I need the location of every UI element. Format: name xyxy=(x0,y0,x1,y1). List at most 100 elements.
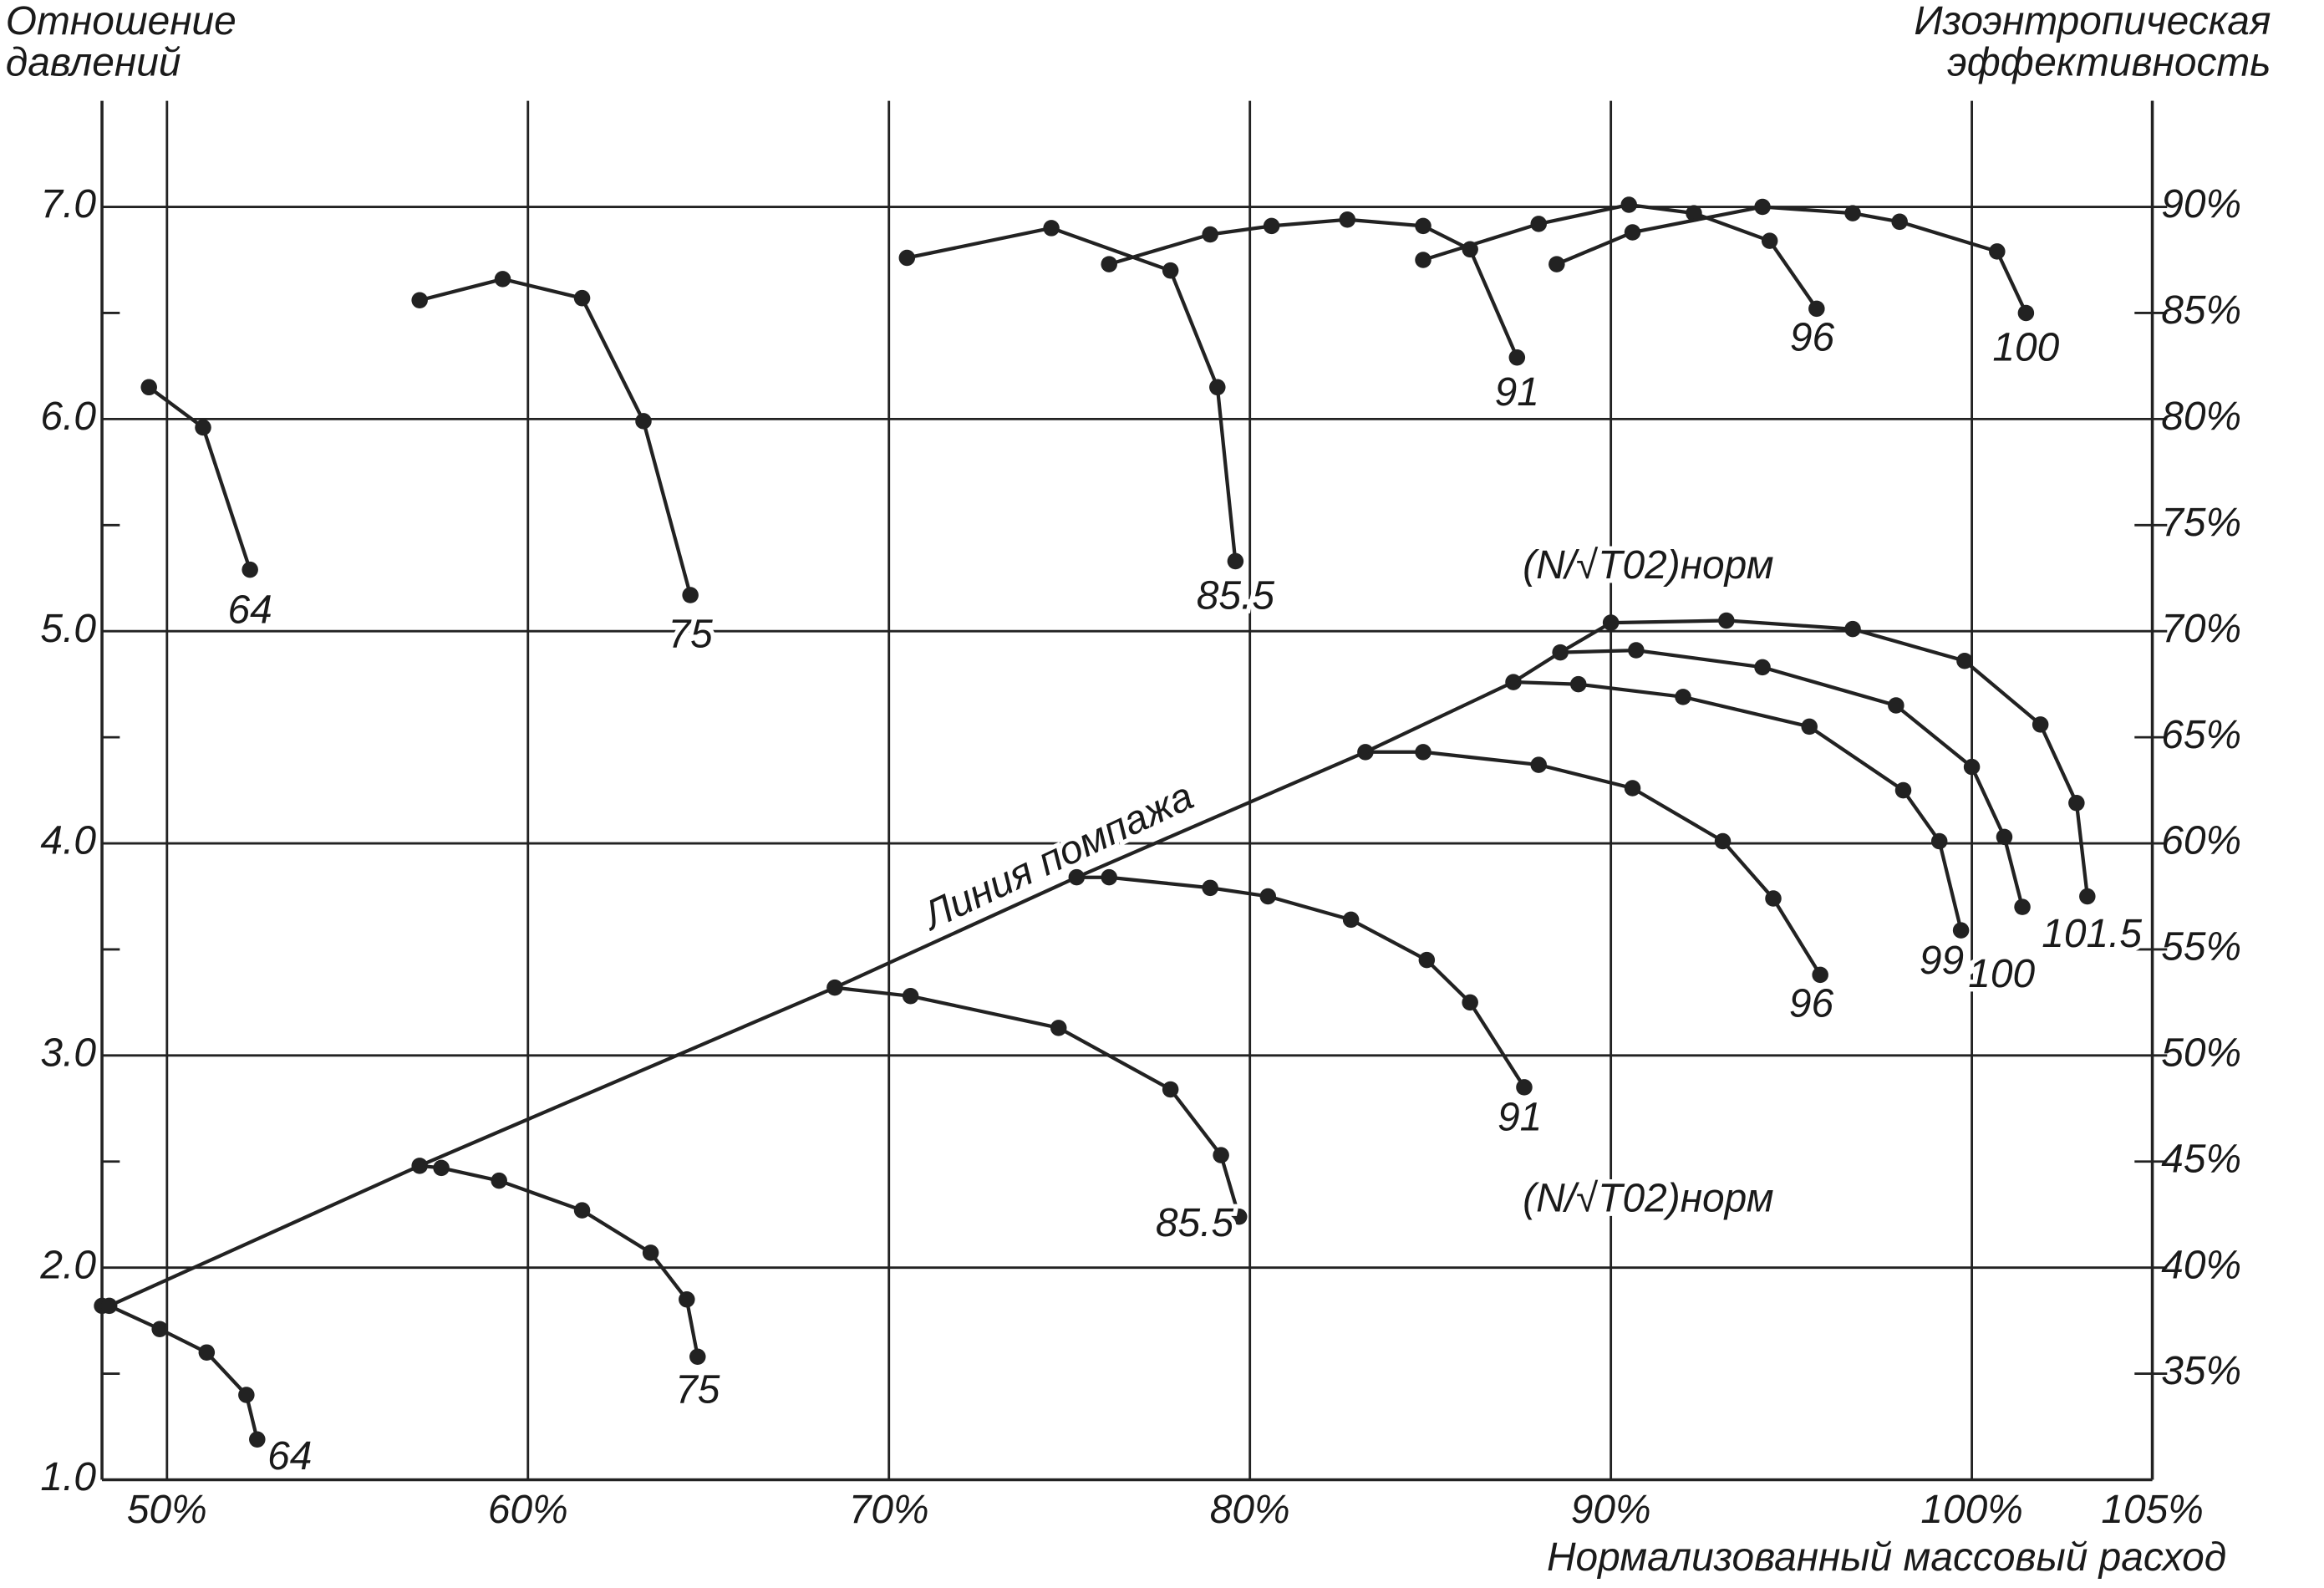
y-tick-label: 7.0 xyxy=(40,182,96,226)
data-point xyxy=(902,988,919,1005)
data-point xyxy=(573,289,591,307)
data-point xyxy=(494,271,511,288)
y2-tick-label: 60% xyxy=(2161,819,2241,863)
data-point xyxy=(682,587,699,603)
data-point xyxy=(1963,758,1981,776)
data-point xyxy=(1801,718,1818,735)
y-tick-label: 4.0 xyxy=(40,819,96,863)
data-point xyxy=(1624,780,1641,797)
data-point xyxy=(2068,795,2085,812)
data-point xyxy=(1050,1020,1067,1036)
data-point xyxy=(1227,552,1244,570)
data-point xyxy=(1844,205,1861,221)
annotation: (N/√T02)норм xyxy=(1523,1177,1773,1221)
data-point xyxy=(1956,652,1973,669)
data-point xyxy=(1754,659,1771,676)
data-point xyxy=(2032,716,2049,733)
data-point xyxy=(1548,256,1565,272)
y2-tick-label: 65% xyxy=(2161,713,2241,757)
y2-tick-label: 35% xyxy=(2161,1349,2241,1393)
data-point xyxy=(1259,888,1277,905)
data-point xyxy=(1202,226,1218,243)
series-label: 75 xyxy=(675,1368,720,1412)
y2-tick-label: 50% xyxy=(2161,1031,2241,1076)
annotation: (N/√T02)норм xyxy=(1523,543,1773,588)
data-point xyxy=(1101,868,1117,886)
data-point xyxy=(1202,879,1218,897)
data-point xyxy=(2014,898,2031,915)
data-point xyxy=(100,1297,118,1315)
data-point xyxy=(140,379,157,396)
data-point xyxy=(1230,1208,1248,1225)
data-point xyxy=(2017,304,2035,322)
data-point xyxy=(195,419,211,436)
speed-line xyxy=(834,985,1241,1218)
data-point xyxy=(898,249,916,267)
data-point xyxy=(1754,198,1771,216)
series-label: 85.5 xyxy=(1156,1201,1234,1245)
data-point xyxy=(1162,262,1179,279)
y-tick-label: 1.0 xyxy=(40,1455,96,1499)
surge-line xyxy=(108,621,1612,1308)
data-point xyxy=(1213,1147,1229,1163)
series-label: 101.5 xyxy=(2042,912,2142,956)
data-point xyxy=(1952,922,1970,939)
data-point xyxy=(1162,1081,1179,1098)
data-point xyxy=(1043,220,1060,237)
x-tick-label: 70% xyxy=(849,1488,929,1532)
data-point xyxy=(1516,1079,1533,1096)
data-point xyxy=(411,292,428,308)
y2-tick-label: 45% xyxy=(2161,1137,2241,1181)
series-label: 85.5 xyxy=(1197,573,1275,618)
series-label: 100 xyxy=(1968,952,2035,996)
data-point xyxy=(198,1344,216,1361)
data-point xyxy=(1761,232,1778,249)
series-label: 96 xyxy=(1789,981,1834,1026)
data-point xyxy=(2079,888,2096,905)
y2-tick-label: 90% xyxy=(2161,182,2241,226)
y2-tick-label: 75% xyxy=(2161,501,2241,545)
series-label: 64 xyxy=(228,588,272,633)
y2-axis-title: Изоэнтропическая xyxy=(1914,0,2271,43)
y-tick-label: 2.0 xyxy=(39,1243,96,1287)
speed-line xyxy=(1076,875,1526,1089)
x-axis-title: Нормализованный массовый расход xyxy=(1547,1535,2226,1580)
data-point xyxy=(1686,205,1702,221)
data-point xyxy=(1530,756,1547,773)
series-label: 91 xyxy=(1498,1096,1542,1140)
data-point xyxy=(1530,216,1547,232)
data-point xyxy=(1418,951,1436,969)
series-label: 91 xyxy=(1495,370,1539,415)
data-point xyxy=(1718,612,1735,629)
y-tick-label: 6.0 xyxy=(40,394,96,439)
data-point xyxy=(1624,224,1641,241)
y-tick-label: 3.0 xyxy=(40,1031,96,1076)
data-point xyxy=(1989,243,2006,260)
data-point xyxy=(242,561,258,578)
background xyxy=(3,0,2321,1588)
data-point xyxy=(642,1244,659,1261)
y2-axis-title: эффективность xyxy=(1947,41,2271,85)
data-point xyxy=(1339,211,1356,228)
data-point xyxy=(1462,994,1478,1011)
data-point xyxy=(1101,256,1117,272)
data-point xyxy=(433,1159,450,1177)
x-tick-label: 100% xyxy=(1920,1488,2022,1532)
y2-tick-label: 40% xyxy=(2161,1243,2241,1287)
data-point xyxy=(1209,379,1226,396)
y-tick-label: 5.0 xyxy=(40,607,96,651)
data-point xyxy=(1894,781,1912,799)
data-point xyxy=(679,1290,695,1308)
data-point xyxy=(573,1202,591,1219)
data-point xyxy=(635,413,652,430)
series-label: 99 xyxy=(1920,939,1964,983)
y-axis-title: Отношение xyxy=(6,0,236,43)
data-point xyxy=(1888,697,1904,714)
data-point xyxy=(1765,890,1782,907)
x-tick-label: 90% xyxy=(1571,1488,1651,1532)
series-label: 96 xyxy=(1790,315,1835,359)
data-point xyxy=(1891,213,1908,231)
data-point xyxy=(1263,217,1280,235)
data-point xyxy=(1930,832,1948,850)
